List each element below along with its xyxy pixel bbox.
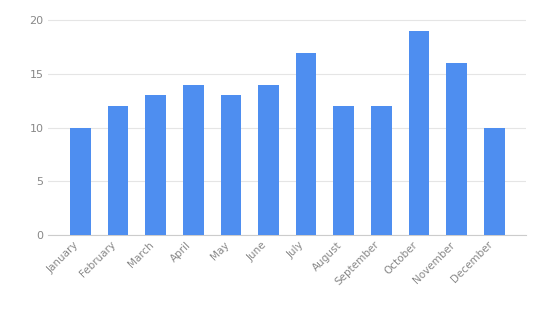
Bar	[333, 106, 354, 235]
Bar	[371, 106, 391, 235]
Bar	[221, 96, 241, 235]
Bar	[484, 127, 505, 235]
Bar	[446, 63, 467, 235]
Bar	[146, 96, 166, 235]
Bar	[409, 31, 429, 235]
Bar	[108, 106, 128, 235]
Bar	[183, 85, 204, 235]
Bar	[70, 127, 91, 235]
Bar	[258, 85, 279, 235]
Bar	[296, 52, 316, 235]
